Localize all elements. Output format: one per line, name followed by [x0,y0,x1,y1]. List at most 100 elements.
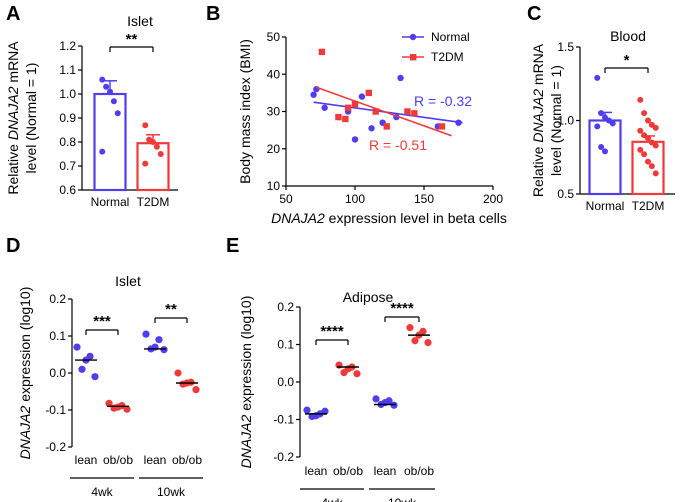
data-point [609,120,616,127]
y-axis-label-part: Relative [530,143,546,197]
point-t2dm [372,108,379,115]
data-point [637,96,644,103]
y-tick-label: 1.5 [557,40,574,54]
data-point [150,139,156,145]
y-tick-label: 0.6 [59,183,76,197]
point-normal [310,91,317,98]
point-t2dm [383,123,390,130]
y-axis-label-part: Relative [5,140,21,194]
y-axis-label-part: DNAJA2 [5,86,21,140]
y-axis-label-part: DNAJA2 [238,414,254,468]
y-axis-label-line2: level (Normal = 1) [548,65,564,176]
y-tick-label: 0.2 [277,300,294,314]
point-t2dm [335,113,342,121]
group-label-10wk: 10wk [388,496,417,502]
x-tick-label: 200 [483,192,503,206]
data-point [99,148,106,155]
point-normal [397,74,404,82]
y-axis-label-line2: level (Normal = 1) [23,63,39,174]
x-tick-label: lean [305,464,328,478]
data-point [637,127,644,134]
data-point [110,98,117,105]
group-label-10wk: 10wk [157,485,186,499]
y-tick-label: 1.0 [557,114,574,128]
data-point [142,330,150,338]
data-point [91,373,99,381]
data-point [179,380,187,388]
point-t2dm [365,89,372,97]
data-point [308,412,316,421]
y-axis-label: Relative DNAJA2 mRNA [530,43,546,197]
y-axis-label: DNAJA2 expression (log10) [17,287,33,460]
bar-normal [588,119,622,196]
r-label-normal: R = -0.32 [414,93,472,109]
data-point [594,123,601,130]
panel-label-d: D [6,235,20,257]
significance-label: **** [390,300,414,317]
y-axis-label: Body mass index (BMI) [237,39,253,184]
data-point [192,386,200,394]
point-t2dm [351,100,359,108]
point-normal [358,93,366,100]
data-point [157,151,164,157]
data-point [353,370,361,378]
data-point [602,148,608,155]
group-label-4wk: 4wk [91,485,113,499]
data-point [411,337,419,345]
y-tick-label: -0.1 [273,413,294,427]
y-tick-label: -0.2 [45,440,66,454]
x-tick-label: Normal [91,195,130,209]
data-point [153,143,160,150]
y-tick-label: 0.1 [277,338,294,352]
x-tick-label: 50 [279,192,293,206]
data-point [645,158,651,165]
y-axis-label-part: DNAJA2 [17,405,33,459]
data-point [73,343,81,351]
legend-marker-normal [409,33,417,41]
x-tick-label: ob/ob [172,453,202,467]
data-point [652,142,659,149]
point-normal [321,104,328,111]
data-point [648,163,655,170]
bar-t2dm [136,142,170,192]
y-tick-label: 0.0 [277,375,294,389]
data-point [390,401,398,409]
y-tick-label: 20 [267,142,281,156]
bar-normal [93,92,127,192]
data-point [99,76,106,83]
data-point [155,336,163,344]
data-point [160,346,168,354]
data-point [303,406,311,414]
data-point [424,339,432,347]
data-point [321,407,329,415]
data-point [645,117,651,124]
y-tick-label: -0.1 [45,403,66,417]
data-point [142,122,149,129]
y-tick-label: 0.1 [49,329,66,343]
chart-title: Islet [127,13,153,29]
significance-label: *** [93,313,111,330]
y-tick-label: 30 [267,105,281,119]
significance-label: ** [126,31,138,48]
y-axis-label-part: mRNA [5,41,21,87]
chart-title: Blood [610,28,646,44]
y-tick-label: 40 [267,67,281,81]
y-tick-label: 0.9 [59,111,76,125]
y-tick-label: 1.1 [59,63,76,77]
data-point [652,124,659,131]
x-tick-label: lean [75,453,98,467]
significance-label: * [624,52,630,69]
data-point [598,110,605,117]
x-tick-label: Normal [586,199,625,213]
legend-marker-t2dm [410,54,417,61]
x-axis-label-part: DNAJA2 [271,210,325,226]
y-axis-label-part: DNAJA2 [530,89,546,143]
y-axis-label-part: expression (log10) [238,296,254,415]
significance-label: ** [165,301,177,318]
y-axis-label: DNAJA2 expression (log10) [238,296,254,469]
x-tick-label: T2DM [632,199,665,213]
data-point [103,83,110,90]
data-point [645,135,651,142]
x-axis-label-part: expression level in beta cells [325,210,507,226]
panel-label-c: C [527,3,541,25]
